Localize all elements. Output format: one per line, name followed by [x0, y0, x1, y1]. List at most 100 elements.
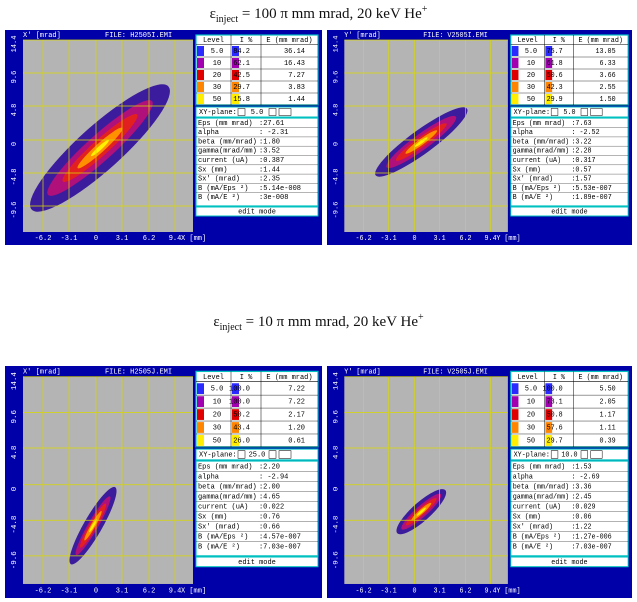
x-tick-label: 9.4 — [169, 587, 182, 595]
level-cell: 36.14 — [284, 48, 305, 56]
parameter-name: B (mA/Eps ²) — [513, 532, 561, 541]
parameter-value: :0.022 — [259, 503, 284, 511]
x-tick-label: 3.1 — [116, 587, 129, 595]
level-cell: 1.20 — [288, 424, 305, 432]
parameter-name: B (mA/E ²) — [513, 542, 553, 552]
x-tick-label: 9.4 — [485, 235, 497, 243]
level-swatch — [545, 82, 553, 92]
parameter-value: :0.66 — [259, 523, 280, 531]
beam-density — [375, 107, 468, 177]
x-tick-label: 0 — [413, 235, 417, 243]
parameter-value: :1.44 — [259, 166, 280, 174]
parameter-value: :3.22 — [571, 138, 591, 146]
level-cell: 2.55 — [599, 84, 615, 92]
level-swatch — [232, 46, 239, 56]
parameter-name: Sx (mm) — [198, 513, 227, 521]
level-swatch — [197, 396, 204, 408]
level-cell: 0.61 — [288, 437, 305, 445]
emittance-window: Y' [mrad] FILE: V2505I.EMI -6.2 -3.1 0 3.1 6.2… — [327, 30, 632, 245]
level-swatch — [545, 46, 553, 56]
x-tick-label: -6.2 — [35, 587, 52, 595]
y-tick-label: -4.8 — [11, 169, 19, 186]
level-cell: 57.6 — [547, 424, 563, 432]
y-tick-label: 4.8 — [11, 446, 19, 460]
level-swatch — [197, 435, 204, 446]
parameter-value: :7.03e-007 — [259, 543, 301, 551]
x-tick-label: 0 — [94, 235, 98, 243]
level-table — [195, 370, 319, 448]
level-cell: 30 — [527, 84, 535, 92]
plane-up — [580, 108, 588, 116]
level-swatch — [511, 435, 519, 446]
level-swatch — [232, 435, 239, 446]
parameter-value: :5.14e-008 — [259, 185, 301, 193]
level-cell: 50.8 — [547, 411, 563, 419]
level-header: E (mm mrad) — [579, 374, 623, 382]
level-cell: 5.0 — [525, 48, 537, 56]
x-axis-label: Y [mm] — [496, 235, 520, 243]
x-tick-label: 3.1 — [434, 235, 446, 243]
plane-label: XY-plane: — [199, 109, 237, 117]
level-table — [195, 34, 319, 106]
level-cell: 42.3 — [547, 84, 563, 92]
level-cell: 10 — [213, 60, 221, 68]
y-tick-label: 0 — [333, 142, 341, 146]
parameter-name: alpha — [198, 473, 220, 481]
level-cell: 2.05 — [600, 398, 616, 406]
level-cell: 50 — [213, 437, 221, 445]
level-swatch — [232, 396, 239, 408]
level-header: I % — [240, 374, 253, 382]
level-cell: 43.4 — [233, 424, 250, 432]
parameter-value: :1.53 — [571, 463, 591, 471]
parameter-name: Eps (mm mrad) — [198, 463, 252, 471]
level-cell: 30 — [527, 424, 535, 432]
parameter-name: alpha — [513, 473, 534, 481]
parameter-name: Eps (mm mrad) — [198, 120, 253, 128]
parameter-name: beta (mm/mrad) — [513, 138, 570, 146]
level-cell: 20 — [527, 72, 535, 80]
level-swatch — [511, 409, 519, 420]
level-cell: 10 — [213, 398, 221, 406]
level-swatch — [197, 70, 204, 80]
caption-sub: inject — [219, 322, 242, 333]
parameter-name: Sx (mm) — [513, 166, 541, 174]
parameter-name: beta (mm/mrad) — [198, 138, 257, 146]
plot-area — [23, 376, 193, 584]
level-swatch — [232, 70, 239, 80]
plane-bar — [510, 448, 629, 461]
y-tick-label: 9.6 — [11, 71, 19, 84]
parameter-name: beta (mm/mrad) — [198, 483, 257, 491]
x-tick-label: -3.1 — [381, 587, 397, 595]
x-tick-label: -3.1 — [61, 587, 78, 595]
level-cell: 73.1 — [547, 398, 563, 406]
level-swatch — [197, 422, 204, 433]
parameter-name: B (mA/Eps ²) — [513, 185, 561, 193]
file-name: FILE: V2505J.EMI — [423, 368, 488, 376]
parameter-value: :1.89e-007 — [571, 194, 611, 202]
parameter-name: current (uA) — [513, 157, 561, 165]
x-tick-label: 6.2 — [459, 235, 471, 243]
y-tick-label: 14.4 — [11, 372, 19, 390]
caption-text: = 10 π mm mrad, 20 keV He — [241, 314, 419, 330]
file-name: FILE: H2505J.EMI — [105, 368, 172, 376]
mode-label: edit mode — [238, 208, 276, 216]
parameter-box — [195, 117, 319, 207]
parameter-value: :5.53e-007 — [571, 185, 611, 193]
mode-bar — [510, 206, 629, 217]
level-swatch — [511, 396, 519, 408]
beam-density — [69, 486, 117, 565]
level-cell: 26.0 — [233, 437, 250, 445]
level-swatch — [545, 422, 553, 433]
caption-sup: + — [418, 312, 424, 323]
level-cell: 62.1 — [233, 60, 250, 68]
plane-label: XY-plane: — [199, 451, 237, 459]
parameter-name: Sx (mm) — [513, 513, 541, 521]
level-cell: 30 — [213, 424, 221, 432]
y-tick-label: -4.8 — [333, 516, 341, 534]
parameter-name: current (uA) — [198, 503, 248, 511]
level-cell: 15.8 — [233, 96, 250, 104]
parameter-name: gamma(mrad/mm) — [513, 148, 570, 156]
parameter-name: Sx' (mrad) — [513, 176, 553, 184]
level-header: Level — [203, 37, 224, 45]
